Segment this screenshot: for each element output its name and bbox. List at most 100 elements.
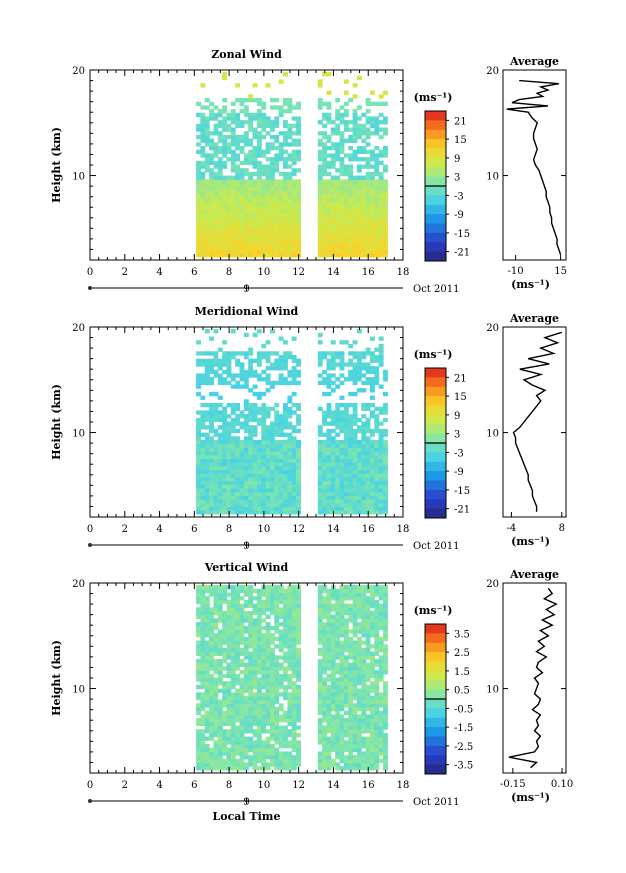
field-cell — [235, 469, 241, 474]
field-cell — [217, 762, 223, 767]
field-cell — [283, 101, 288, 106]
field-cell — [322, 369, 327, 375]
field-cell — [374, 417, 380, 423]
field-cell — [356, 205, 362, 210]
field-cell — [230, 127, 236, 132]
field-cell — [248, 585, 254, 590]
field-cell — [248, 447, 254, 452]
field-cell — [235, 146, 241, 151]
field-cell — [378, 666, 384, 671]
field-cell — [252, 358, 258, 363]
field-cell — [239, 629, 245, 634]
field-cell — [239, 101, 245, 106]
field-cell — [252, 425, 258, 430]
field-cell — [287, 179, 293, 184]
field-cell — [204, 714, 210, 719]
field-cell — [256, 666, 262, 671]
field-cell — [278, 692, 284, 697]
field-cell — [339, 458, 345, 463]
field-cell — [200, 655, 206, 660]
field-cell — [252, 662, 258, 667]
field-cell — [335, 98, 341, 103]
field-cell — [330, 212, 336, 217]
field-cell — [230, 421, 236, 426]
field-cell — [239, 499, 245, 504]
field-cell — [370, 744, 375, 749]
field-cell — [196, 710, 201, 715]
field-cell — [356, 740, 362, 745]
field-cell — [326, 458, 332, 463]
field-cell — [209, 585, 214, 590]
field-cell — [317, 636, 323, 642]
field-cell — [378, 336, 384, 341]
field-cell — [265, 707, 271, 712]
field-cell — [365, 618, 371, 623]
field-cell — [235, 212, 241, 217]
field-cell — [248, 410, 254, 415]
field-cell — [248, 629, 254, 634]
field-cell — [343, 238, 349, 243]
field-cell — [226, 673, 232, 679]
field-cell — [248, 454, 254, 459]
field-cell — [252, 369, 258, 375]
field-cell — [317, 740, 323, 745]
field-cell — [296, 234, 301, 239]
field-cell — [196, 607, 201, 612]
field-cell — [196, 242, 201, 247]
field-cell — [378, 695, 384, 701]
average-frame — [502, 69, 567, 261]
field-cell — [322, 249, 327, 254]
field-cell — [213, 596, 219, 601]
field-cell — [239, 502, 245, 508]
field-cell — [261, 216, 267, 221]
field-cell — [261, 443, 267, 448]
field-cell — [265, 355, 271, 360]
field-cell — [343, 428, 349, 434]
field-cell — [348, 596, 354, 601]
field-cell — [322, 190, 327, 195]
field-cell — [343, 227, 349, 232]
field-cell — [283, 766, 288, 771]
field-cell — [230, 465, 236, 471]
field-cell — [361, 157, 367, 162]
field-cell — [361, 362, 367, 367]
field-cell — [374, 227, 380, 232]
field-cell — [352, 607, 358, 612]
field-cell — [204, 618, 210, 623]
field-cell — [200, 506, 206, 511]
field-cell — [243, 238, 249, 243]
field-cell — [348, 138, 354, 143]
field-cell — [200, 699, 206, 704]
field-cell — [256, 640, 262, 645]
field-cell — [352, 205, 358, 210]
field-cell — [261, 662, 267, 667]
field-cell — [226, 197, 232, 202]
field-cell — [343, 585, 349, 590]
field-cell — [374, 603, 380, 608]
field-cell — [356, 510, 362, 515]
colorbar-swatch — [425, 368, 446, 378]
field-cell — [209, 443, 214, 448]
field-cell — [339, 506, 345, 511]
field-cell — [278, 629, 284, 634]
field-cell — [230, 755, 236, 760]
field-cell — [370, 673, 375, 679]
field-cell — [322, 747, 327, 752]
field-cell — [335, 502, 341, 508]
field-cell — [235, 488, 241, 493]
field-cell — [352, 666, 358, 671]
field-cell — [335, 510, 341, 515]
field-cell — [213, 688, 219, 693]
field-cell — [361, 484, 367, 489]
field-cell — [283, 164, 288, 169]
field-cell — [248, 127, 254, 132]
field-cell — [383, 495, 388, 500]
field-cell — [283, 340, 288, 345]
field-cell — [248, 458, 254, 463]
field-cell — [370, 186, 375, 191]
field-cell — [343, 695, 349, 701]
field-cell — [378, 655, 384, 660]
colorbar-label: 21 — [454, 116, 467, 127]
field-cell — [287, 465, 293, 471]
field-cell — [352, 614, 358, 619]
